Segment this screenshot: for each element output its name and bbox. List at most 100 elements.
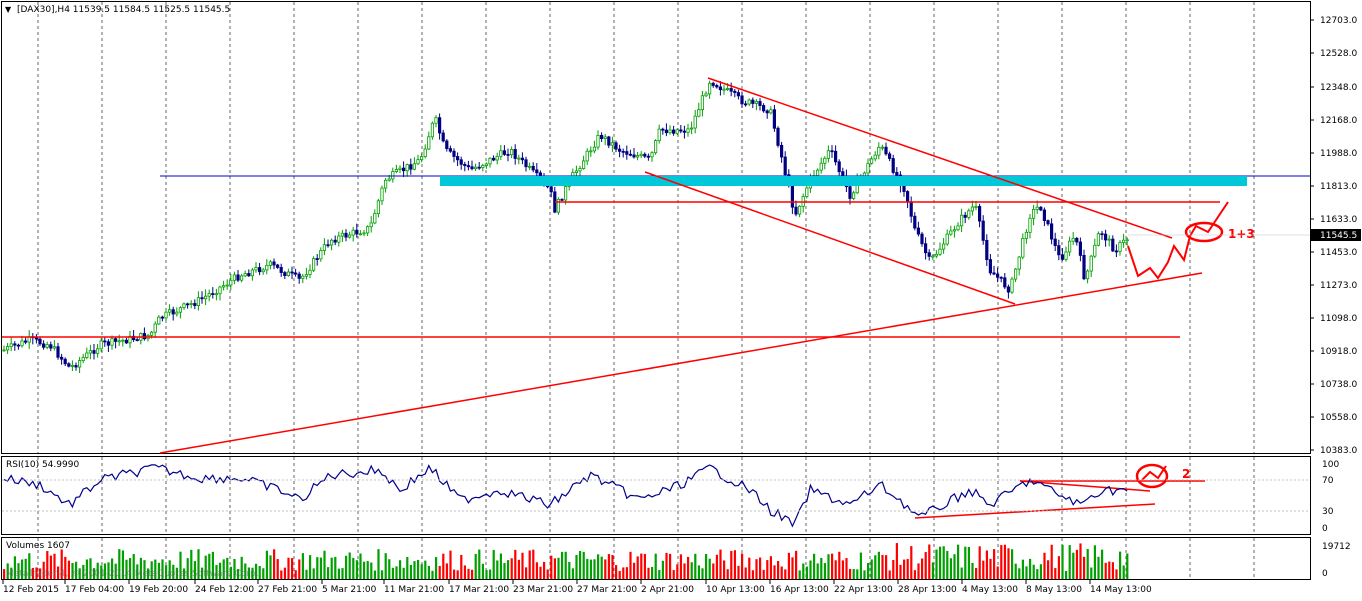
candle-body [520,157,525,161]
volume-bar [661,560,664,579]
candle-body [261,269,265,273]
volume-bar [535,562,538,579]
volume-bar [946,550,949,579]
chart-collapse-icon[interactable]: ▼ [5,5,12,14]
volume-bar [449,550,452,579]
volume-bar [276,559,279,579]
time-tick-label: 19 Feb 20:00 [129,585,188,595]
volume-bar [233,558,236,579]
volume-bar [78,568,81,579]
candle-body [153,323,157,333]
volume-bar [1043,552,1046,579]
candle-body [337,235,341,243]
volume-bar [82,564,85,579]
volume-bar [132,554,135,579]
candle-body [491,157,496,161]
volume-bar [71,562,74,579]
volume-bar [330,557,333,579]
volume-axis: 19712 0 [1322,542,1351,579]
price-tick-label: 12528.0 [1320,49,1357,59]
resistance-zone[interactable] [440,176,1247,186]
volume-label: Volumes 1607 [6,541,70,551]
candle-body [203,295,208,300]
candle-body [441,132,445,142]
candle-body [232,274,236,281]
channel-lower-line[interactable] [644,171,1016,305]
candle-body [92,350,96,354]
volume-bar [492,549,495,579]
candle-body [816,169,820,177]
candle-body [272,261,276,266]
volume-bar [143,560,146,579]
volume-bar [150,561,153,579]
candle-body [265,265,269,271]
candle-body [981,220,985,241]
volume-bar [708,558,711,579]
volume-bar [129,558,132,579]
candle-body [445,140,449,149]
candle-body [866,162,870,174]
volume-bar [1072,552,1075,579]
candle-body [726,88,730,90]
long-term-trendline[interactable] [159,272,1203,454]
volume-bar [1068,545,1071,579]
volume-bar [39,568,42,579]
time-tick-label: 8 May 13:00 [1026,585,1082,595]
trend-drawings[interactable]: 1+3 2 [2,77,1310,519]
candle-body [906,191,910,203]
volume-bar [57,566,60,579]
volume-bar [363,561,366,579]
price-tick-label: 10738.0 [1320,380,1357,390]
candle-body [920,233,924,245]
candle-body [67,363,71,367]
volume-bar [323,550,326,579]
volume-bar [1054,568,1057,579]
volume-bar [359,553,362,579]
candle-body [564,186,568,201]
volume-bar [1086,549,1089,579]
price-axis[interactable]: 12703.0 12528.0 12348.0 12168.0 11988.0 11813… [1310,16,1357,456]
candle-body [679,129,683,132]
projection-path[interactable] [1127,201,1229,280]
candle-body [643,153,647,157]
candle-body [632,154,636,158]
volume-bar [402,567,405,579]
volume-bar [737,565,740,579]
candle-body [1104,233,1108,241]
volume-bar [442,553,445,579]
candle-body [304,274,309,277]
candle-body [473,166,478,170]
candle-body [895,172,899,176]
volume-bar [327,567,330,579]
time-axis[interactable]: 12 Feb 2015 17 Feb 04:00 19 Feb 20:00 24 Fe… [2,580,1152,595]
volume-bar [525,567,528,579]
volume-bar [341,568,344,579]
volume-bar [881,554,884,579]
candle-body [718,86,723,91]
volume-bar [903,559,906,579]
volume-bar [107,562,110,579]
volume-bar [183,568,186,579]
time-tick-label: 24 Feb 12:00 [195,585,254,595]
volume-bar [147,568,150,579]
candle-body [776,127,780,146]
target-ellipse[interactable] [1184,221,1224,243]
candle-body [189,303,193,305]
volume-bar [255,563,258,579]
candle-body [1035,206,1039,210]
volume-bar [849,568,852,579]
volume-bar [517,559,520,579]
current-price-box [1311,229,1361,241]
candle-body [103,340,107,343]
candle-body [589,150,593,153]
volume-bar [49,555,52,579]
candle-body [1050,223,1054,240]
time-tick-label: 17 Feb 04:00 [65,585,124,595]
rsi-ellipse[interactable] [1135,463,1169,489]
volume-bar [406,557,409,579]
channel-upper-line[interactable] [707,77,1173,239]
price-tick-label: 11453.0 [1320,248,1357,258]
candle-body [729,88,733,92]
volume-bar [996,566,999,579]
